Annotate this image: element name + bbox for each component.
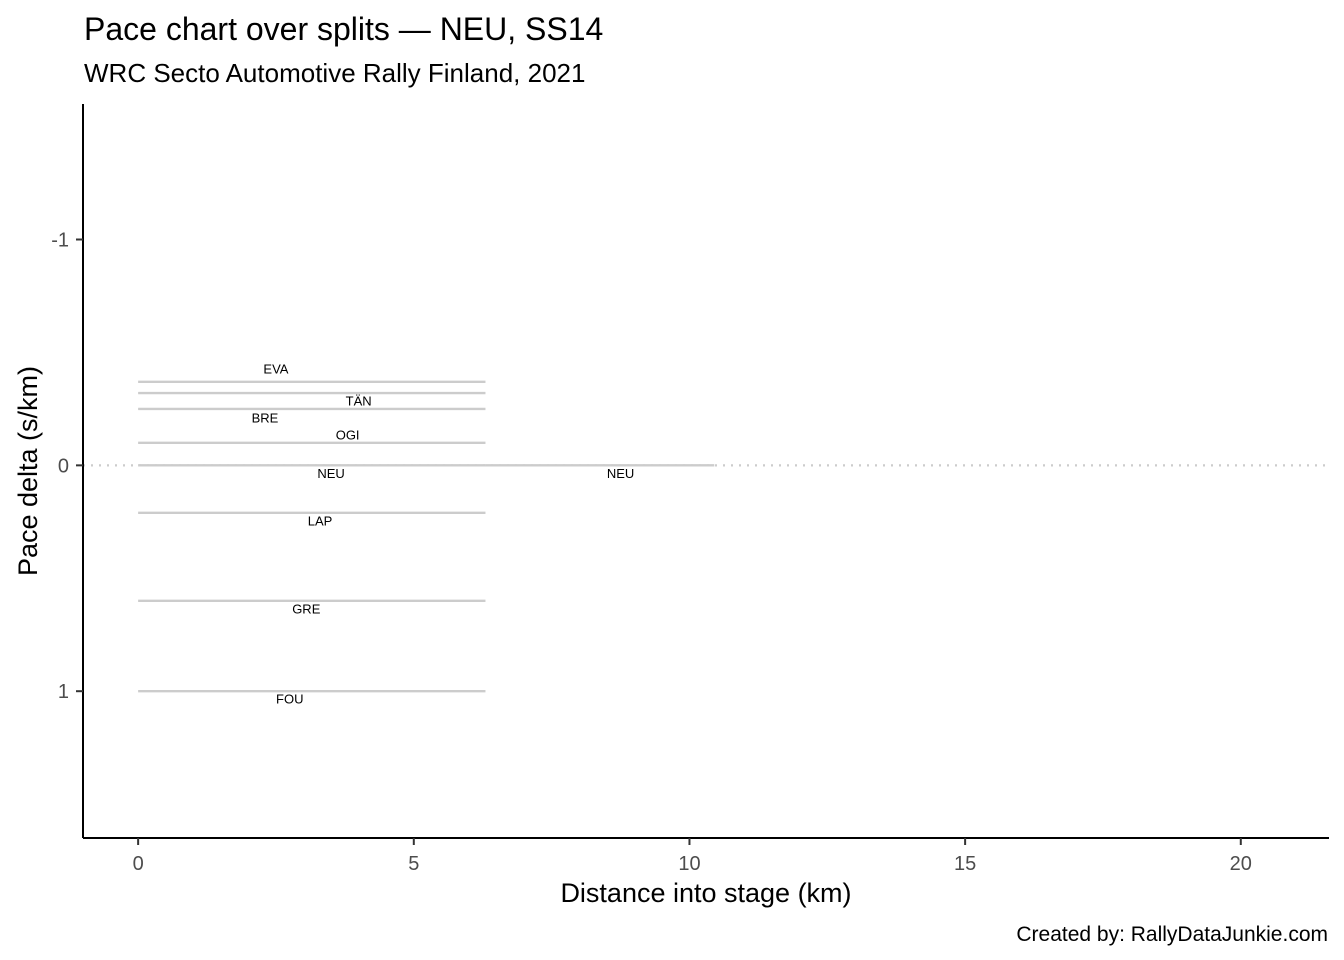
x-tick-label: 5 (408, 853, 419, 875)
series-label-eva-0: EVA (263, 361, 288, 376)
chart-subtitle: WRC Secto Automotive Rally Finland, 2021 (84, 58, 585, 88)
series-label-neu-1: NEU (607, 466, 634, 481)
x-tick-label: 0 (133, 853, 144, 875)
chart-caption: Created by: RallyDataJunkie.com (1016, 923, 1328, 946)
y-ticks: -1 0 1 (51, 230, 83, 703)
series-label-ogi-0: OGI (336, 427, 360, 442)
chart-title: Pace chart over splits — NEU, SS14 (84, 11, 603, 47)
y-tick-label: 0 (58, 455, 69, 477)
x-axis-title: Distance into stage (km) (560, 878, 851, 908)
series-label-lap-0: LAP (308, 513, 333, 528)
series-label-bre-0: BRE (252, 410, 279, 425)
series-label-layer: EVA TÄN BRE OGI NEU NEU LAP GRE FOU (252, 361, 635, 706)
x-tick-label: 15 (954, 853, 976, 875)
x-tick-label: 10 (678, 853, 700, 875)
series-label-neu-0: NEU (317, 466, 344, 481)
x-tick-label: 20 (1230, 853, 1252, 875)
series-layer (138, 380, 715, 693)
series-label-fou-0: FOU (276, 692, 303, 707)
x-ticks: 0 5 10 15 20 (133, 838, 1252, 875)
y-axis-title: Pace delta (s/km) (13, 366, 43, 576)
series-label-tn-0: TÄN (346, 394, 372, 409)
y-tick-label: 1 (58, 681, 69, 703)
y-tick-label: -1 (51, 230, 69, 252)
series-label-gre-0: GRE (292, 601, 321, 616)
